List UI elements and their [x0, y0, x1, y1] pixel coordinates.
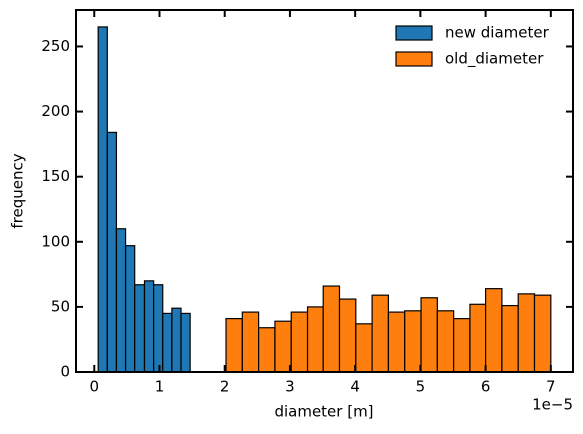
bar	[162, 312, 173, 373]
y-tick-label: 0	[60, 363, 70, 381]
bar	[290, 311, 309, 373]
bar	[338, 298, 357, 373]
legend-label: new diameter	[445, 24, 550, 42]
bar	[274, 320, 292, 373]
x-tick-label: 6	[481, 378, 491, 396]
x-tick-label: 7	[546, 378, 556, 396]
bar	[485, 288, 503, 373]
x-tick-label: 4	[350, 378, 360, 396]
bar	[436, 310, 455, 373]
x-tick-label: 0	[89, 378, 99, 396]
bar	[153, 284, 164, 373]
y-tick-label: 50	[51, 297, 70, 315]
x-tick-label: 3	[285, 378, 295, 396]
x-tick-label: 1	[155, 378, 165, 396]
bar	[469, 303, 487, 373]
y-tick-label: 150	[41, 167, 70, 185]
bar	[355, 323, 373, 373]
bar	[322, 285, 341, 373]
bar	[420, 297, 438, 373]
y-tick-label: 250	[41, 37, 70, 55]
bar	[404, 310, 422, 373]
bar	[371, 294, 390, 373]
bar	[124, 245, 136, 373]
bar	[225, 318, 243, 373]
legend-label: old_diameter	[445, 50, 544, 69]
legend-patch	[395, 51, 433, 67]
bar	[143, 280, 155, 373]
y-tick-label: 100	[41, 232, 70, 250]
bar	[180, 312, 191, 373]
bar	[134, 284, 146, 373]
x-tick-label: 5	[416, 378, 426, 396]
x-tick-label: 2	[220, 378, 230, 396]
bar	[387, 311, 406, 373]
bar	[171, 307, 182, 373]
legend-patch	[395, 25, 433, 41]
bar	[306, 306, 324, 373]
y-tick-label: 200	[41, 102, 70, 120]
bar	[501, 304, 519, 373]
bar	[517, 293, 536, 373]
bar	[97, 26, 108, 373]
bar	[106, 131, 118, 373]
axes-frame	[75, 9, 574, 373]
y-axis-label: frequency	[9, 153, 27, 228]
x-offset-label: 1e−5	[532, 396, 573, 414]
x-axis-label: diameter [m]	[274, 403, 373, 421]
bar	[453, 318, 471, 373]
bar	[533, 294, 552, 373]
bar	[258, 327, 276, 373]
bar	[241, 311, 260, 373]
bar	[115, 228, 127, 373]
